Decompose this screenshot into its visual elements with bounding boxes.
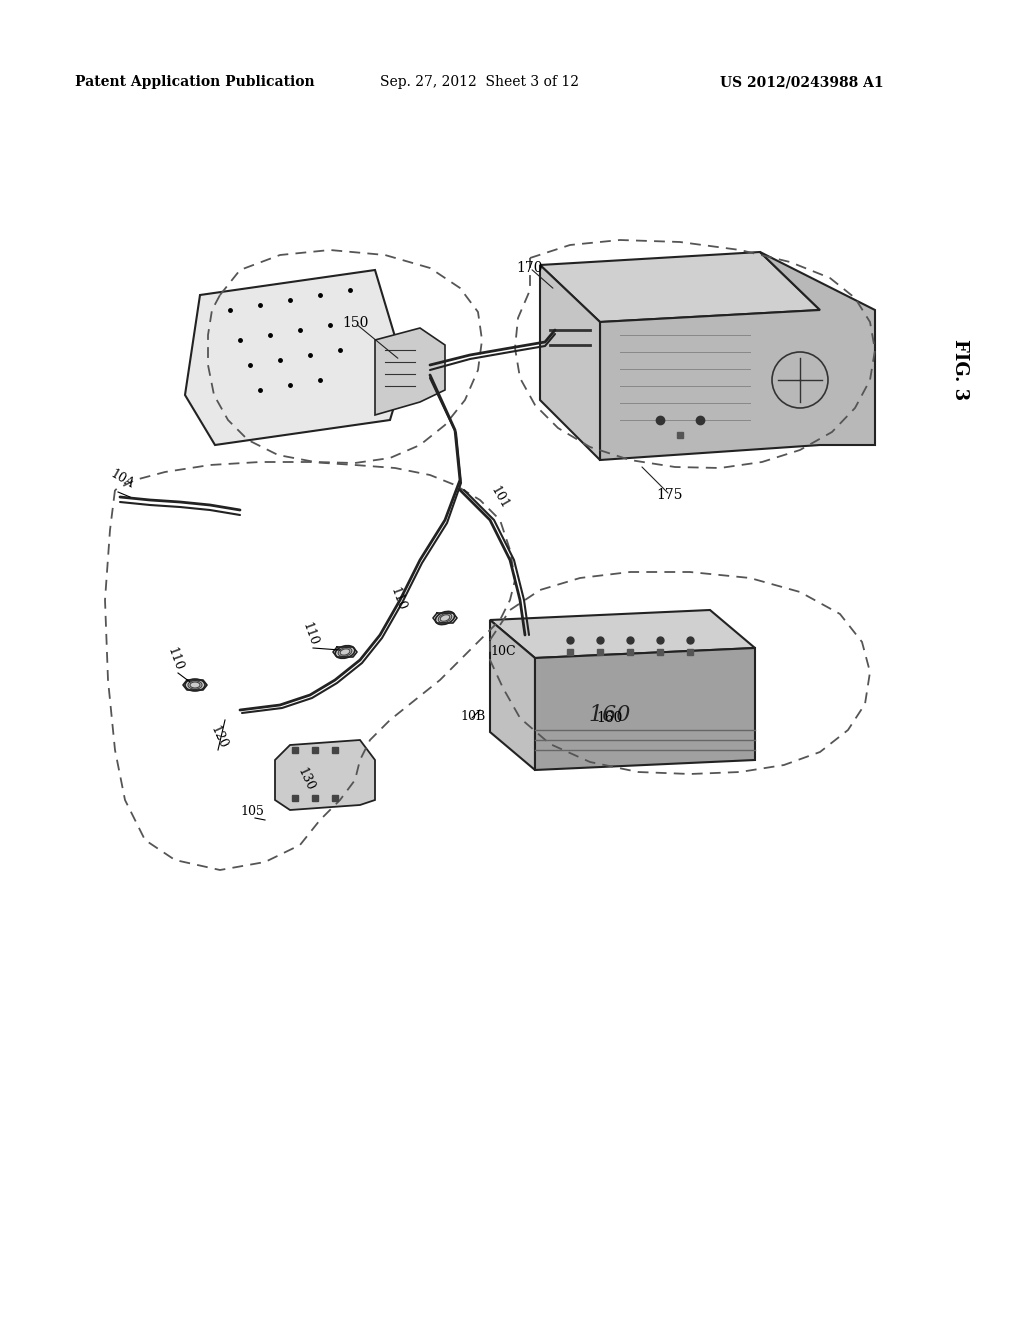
Polygon shape	[275, 741, 375, 810]
Text: 160: 160	[589, 704, 631, 726]
Polygon shape	[490, 620, 535, 770]
Text: Sep. 27, 2012  Sheet 3 of 12: Sep. 27, 2012 Sheet 3 of 12	[380, 75, 579, 88]
Polygon shape	[375, 327, 445, 414]
Text: US 2012/0243988 A1: US 2012/0243988 A1	[720, 75, 884, 88]
Polygon shape	[600, 252, 874, 459]
Polygon shape	[185, 271, 406, 445]
Text: 10B: 10B	[460, 710, 485, 723]
Text: 10C: 10C	[490, 645, 516, 657]
Ellipse shape	[335, 645, 354, 659]
Text: 10A: 10A	[108, 467, 136, 491]
Polygon shape	[540, 252, 820, 322]
Ellipse shape	[435, 611, 455, 624]
Text: 170: 170	[517, 261, 544, 275]
Ellipse shape	[185, 678, 205, 690]
Text: FIG. 3: FIG. 3	[951, 339, 969, 400]
Polygon shape	[540, 265, 600, 459]
Text: 150: 150	[342, 315, 369, 330]
Polygon shape	[535, 648, 755, 770]
Text: 101: 101	[488, 483, 511, 511]
Text: 175: 175	[656, 488, 683, 502]
Text: 120: 120	[208, 723, 229, 751]
Text: 110: 110	[165, 645, 185, 673]
Text: 160: 160	[597, 711, 624, 725]
Text: 110: 110	[388, 586, 409, 612]
Polygon shape	[490, 610, 755, 657]
Text: 130: 130	[295, 766, 316, 793]
Text: 110: 110	[300, 620, 321, 648]
Text: 105: 105	[240, 805, 264, 818]
Text: Patent Application Publication: Patent Application Publication	[75, 75, 314, 88]
